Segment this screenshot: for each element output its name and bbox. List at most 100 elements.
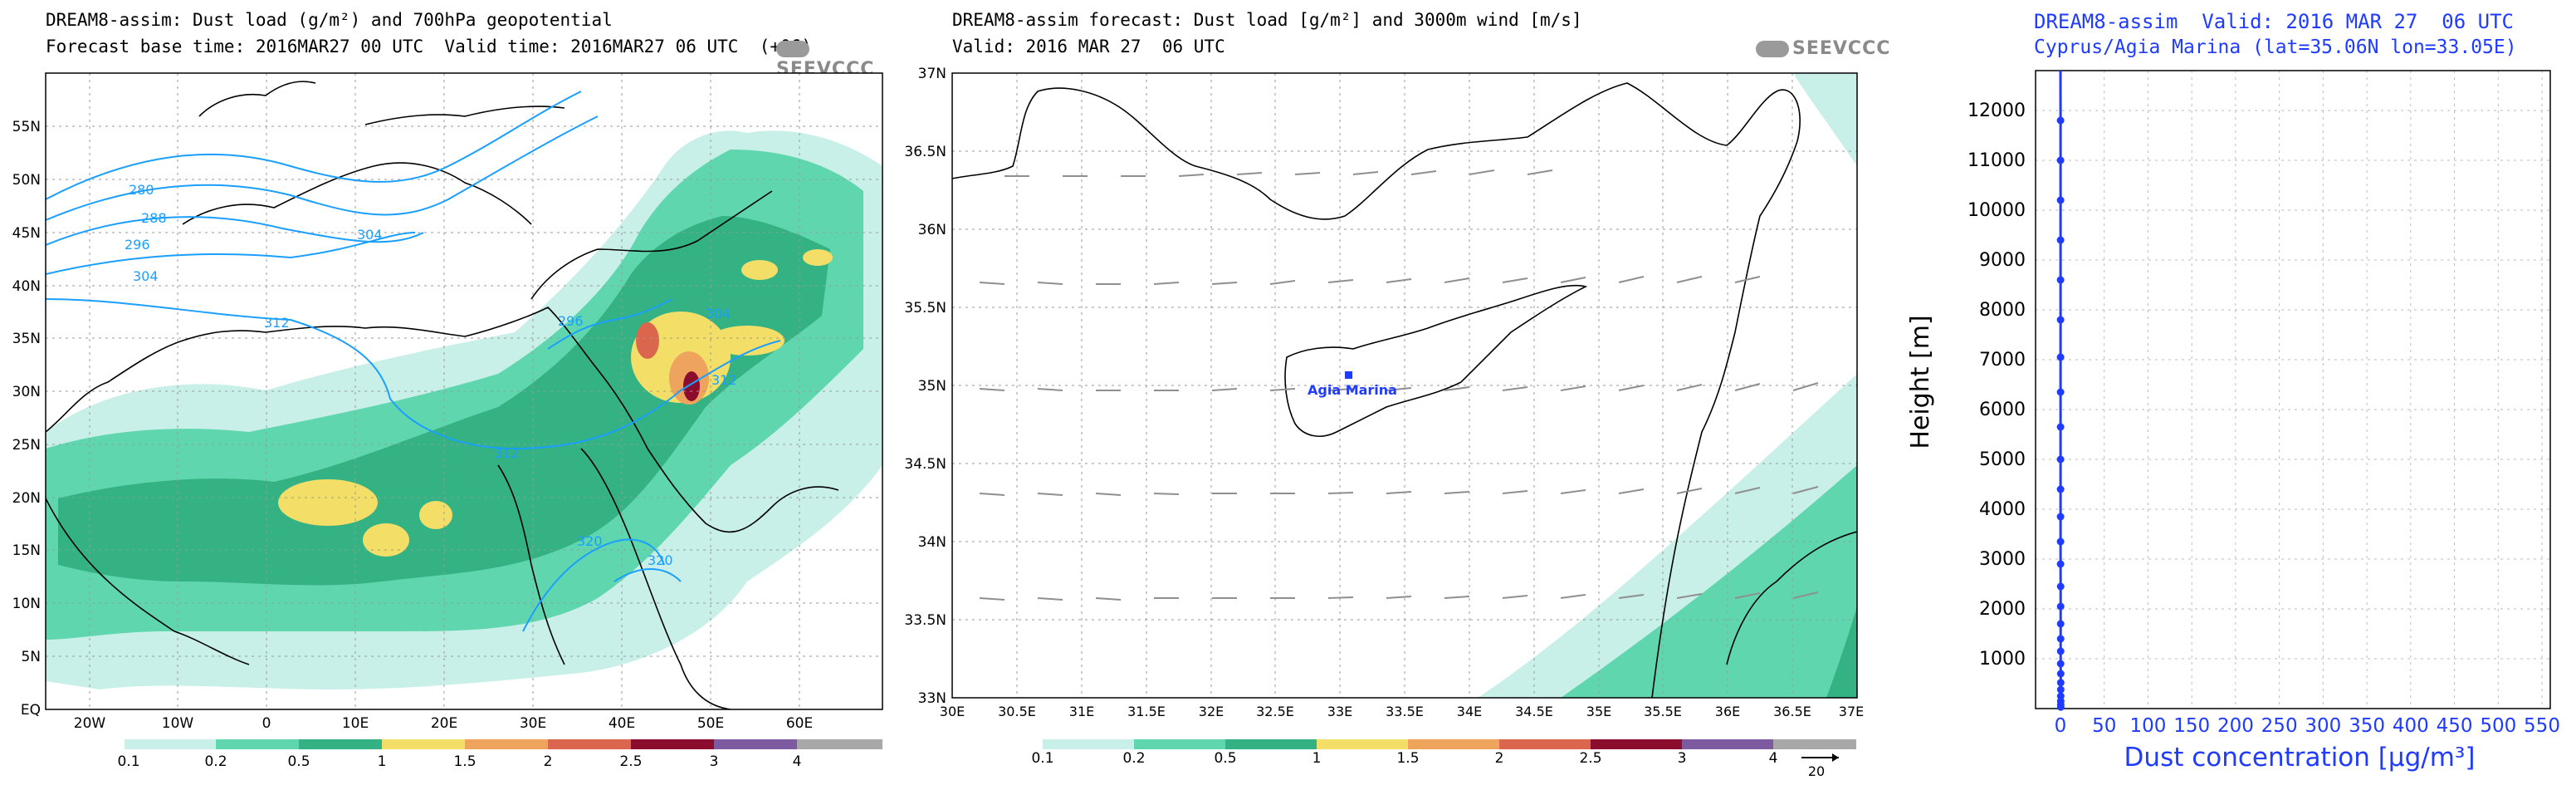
lon-label: 33E <box>1327 704 1352 719</box>
lon-label: 35.5E <box>1644 704 1682 719</box>
dust-patch-yellow-sahara1 <box>278 479 378 526</box>
legend-label: 0.2 <box>1122 750 1145 767</box>
lon-label: 60E <box>786 715 813 732</box>
logo-text: SEEVCCC <box>1792 38 1891 59</box>
series-point <box>2056 685 2065 694</box>
series-point <box>2056 537 2065 546</box>
wind-reference-arrow: 20 <box>1801 753 1839 779</box>
lon-label: 33.5E <box>1386 704 1424 719</box>
profile-x-ticks: 0 50 100 150 200 250 300 350 400 450 500 550 <box>2055 715 2560 737</box>
x-tick-label: 300 <box>2305 715 2341 737</box>
contour-label: 304 <box>357 227 383 243</box>
lat-label: 10N <box>12 596 41 612</box>
legend-label: 3 <box>1678 750 1687 767</box>
series-point <box>2056 353 2065 361</box>
lon-label: 30E <box>520 715 546 732</box>
dust-patch-yellow-caspian2 <box>803 249 833 266</box>
lon-label: 30E <box>940 704 965 719</box>
dust-patch-yellow-caspian <box>741 260 778 280</box>
lat-label: 35.5N <box>904 300 946 316</box>
seevccc-logo-2: SEEVCCC <box>1756 38 1890 59</box>
legend-label: 0.1 <box>1031 750 1053 767</box>
lon-label: 36E <box>1715 704 1740 719</box>
series-point <box>2056 116 2065 125</box>
legend-label: 2 <box>544 753 553 770</box>
lat-label: 35N <box>12 331 41 347</box>
station-marker-agia-marina <box>1345 371 1352 379</box>
legend-label: 1.5 <box>453 753 476 770</box>
series-point <box>2056 485 2065 493</box>
map1-contours <box>46 91 781 632</box>
profile-series <box>2056 70 2065 711</box>
cloud-icon <box>1756 41 1789 57</box>
x-tick-label: 100 <box>2130 715 2167 737</box>
lon-label: 36.5E <box>1773 704 1811 719</box>
legend-label: 0.5 <box>287 753 310 770</box>
lon-label: 37E <box>1839 704 1864 719</box>
x-tick-label: 450 <box>2437 715 2473 737</box>
map1-coastlines <box>46 81 839 709</box>
lon-label: 31.5E <box>1127 704 1166 719</box>
series-point <box>2056 602 2065 611</box>
lon-label: 40E <box>609 715 635 732</box>
series-point <box>2056 660 2065 668</box>
contour-label: 280 <box>129 182 154 198</box>
x-tick-label: 250 <box>2261 715 2298 737</box>
profile-ylabel: Height [m] <box>1906 315 1935 449</box>
station-label: Agia Marina <box>1308 382 1397 398</box>
lon-label: 10W <box>162 715 194 732</box>
lat-label: 33N <box>918 690 946 707</box>
legend-label: 1 <box>378 753 387 770</box>
lat-label: EQ <box>21 702 41 719</box>
series-point <box>2056 196 2065 204</box>
lon-label: 10E <box>342 715 369 732</box>
contour-label: 288 <box>141 210 167 226</box>
legend-label: 2 <box>1495 750 1504 767</box>
legend-label: 2.5 <box>619 753 642 770</box>
lon-label: 0 <box>262 715 271 732</box>
map1-lat-labels: 55N 50N 45N 40N 35N 30N 25N 20N 15N 10N … <box>12 119 41 719</box>
lat-label: 20N <box>12 490 41 507</box>
series-point <box>2056 582 2065 591</box>
lat-label: 30N <box>12 384 41 400</box>
x-tick-label: 0 <box>2055 715 2067 737</box>
map1-subtitle: Forecast base time: 2016MAR27 00 UTC Val… <box>46 37 812 56</box>
lat-label: 45N <box>12 225 41 242</box>
y-tick-label: 3000 <box>1979 549 2026 570</box>
y-tick-label: 4000 <box>1979 499 2026 520</box>
dust-area-mid <box>58 216 830 586</box>
legend-label: 1 <box>1312 750 1322 767</box>
contour-label: 312 <box>494 445 520 461</box>
lon-label: 35E <box>1586 704 1611 719</box>
profile-grid <box>2036 71 2550 709</box>
lon-label: 30.5E <box>998 704 1036 719</box>
legend-label: 4 <box>793 753 802 770</box>
map1-title: DREAM8-assim: Dust load (g/m²) and 700hP… <box>46 10 613 30</box>
series-point <box>2056 635 2065 643</box>
y-tick-label: 8000 <box>1979 300 2026 321</box>
wind-ref-label: 20 <box>1808 763 1825 779</box>
lat-label: 36.5N <box>904 144 946 160</box>
series-point <box>2056 156 2065 164</box>
profile-panel: DREAM8-assim Valid: 2016 MAR 27 06 UTC C… <box>1893 0 2576 785</box>
series-point <box>2056 560 2065 568</box>
contour-label: 320 <box>577 533 603 549</box>
lat-label: 34N <box>918 534 946 551</box>
y-tick-label: 5000 <box>1979 449 2026 470</box>
lat-label: 25N <box>12 437 41 454</box>
profile-chart: 1000200030004000500060007000800090001000… <box>1906 70 2560 773</box>
y-tick-label: 9000 <box>1979 250 2026 271</box>
lat-label: 5N <box>21 649 41 665</box>
profile-plot-frame <box>2035 70 2551 709</box>
lat-label: 15N <box>12 542 41 559</box>
cyprus-island <box>1284 284 1588 437</box>
map1-contour-labels: 280 288 296 304 304 312 296 304 312 312 … <box>125 182 737 568</box>
map1-grid <box>46 73 882 709</box>
map1-lon-labels: 20W 10W 0 10E 20E 30E 40E 50E 60E <box>74 715 813 732</box>
contour-label: 312 <box>264 315 290 331</box>
profile-title: DREAM8-assim Valid: 2016 MAR 27 06 UTC <box>2034 10 2514 33</box>
lon-label: 34E <box>1457 704 1482 719</box>
x-tick-label: 350 <box>2349 715 2385 737</box>
lat-label: 55N <box>12 119 41 135</box>
lat-label: 34.5N <box>904 456 946 473</box>
